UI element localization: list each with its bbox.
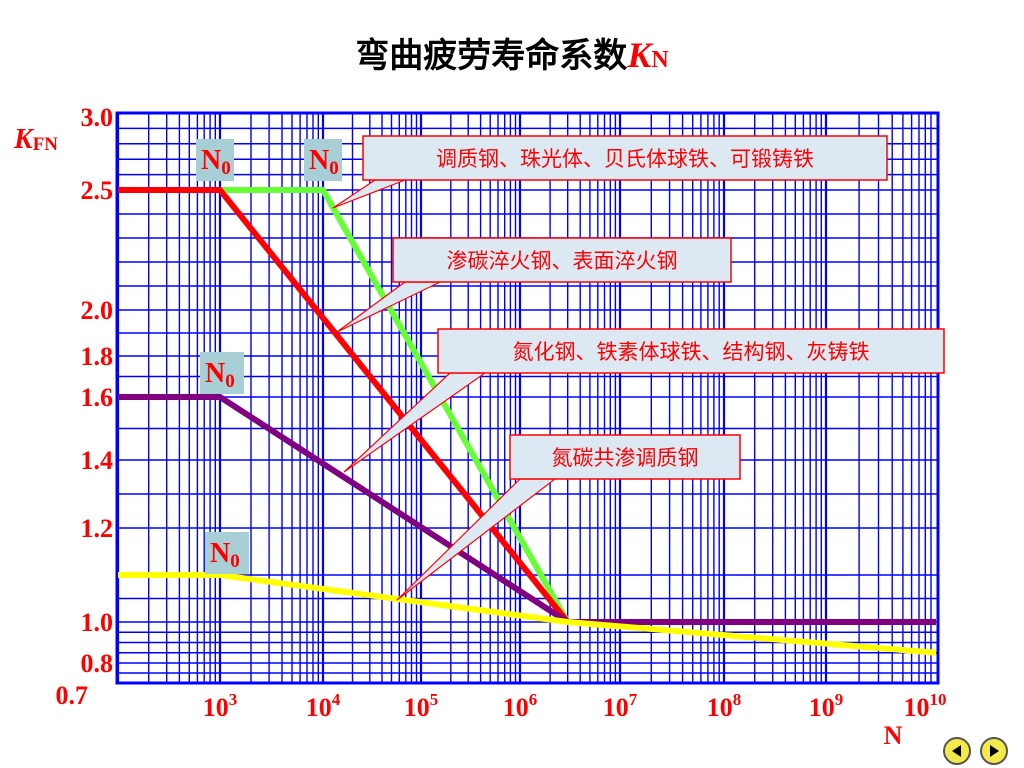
series-line-3 (118, 572, 937, 656)
x-tick-base: 10 (404, 693, 430, 722)
x-tick-base: 10 (707, 693, 733, 722)
y-tick-label: 2.0 (81, 296, 114, 325)
x-tick-exponent: 3 (229, 690, 238, 709)
annotation-callout: 氮碳共渗调质钢 (396, 434, 741, 601)
title-k-symbol: K (627, 35, 652, 75)
callout-box (509, 434, 741, 480)
n0-label-base: N (201, 145, 221, 176)
x-tick-exponent: 8 (733, 690, 742, 709)
plot-frame (115, 111, 940, 685)
n0-label-base: N (205, 358, 225, 389)
annotation-callout: 调质钢、珠光体、贝氏体球铁、可锻铸铁 (332, 135, 888, 209)
x-tick-exponent: 4 (332, 690, 341, 709)
n0-label-base: N (309, 145, 329, 176)
n0-label: N0 (205, 358, 235, 392)
x-tick-base: 10 (904, 693, 930, 722)
x-tick-label: 108 (707, 690, 742, 722)
n0-label-sub: 0 (329, 158, 339, 179)
previous-slide-button[interactable] (943, 737, 971, 765)
x-tick-base: 10 (503, 693, 529, 722)
n0-label-box (200, 352, 244, 394)
y-axis-label-k: K (13, 124, 35, 155)
chart-title: 弯曲疲劳寿命系数KN (0, 28, 1024, 77)
x-tick-base: 10 (203, 693, 229, 722)
y-tick-label: 1.6 (81, 383, 114, 412)
x-tick-label: 106 (503, 690, 538, 722)
x-tick-exponent: 9 (835, 690, 844, 709)
n0-label: N0 (210, 538, 240, 572)
callout-text: 调质钢、珠光体、贝氏体球铁、可锻铸铁 (436, 147, 814, 171)
n0-label: N0 (201, 145, 231, 179)
n0-label-sub: 0 (221, 158, 231, 179)
x-axis-label: N (884, 721, 903, 750)
n0-label-box (205, 532, 249, 574)
y-tick-label: 1.2 (81, 514, 114, 543)
triangle-right-icon (990, 745, 999, 757)
y-tick-label: 0.8 (81, 649, 114, 678)
x-tick-base: 10 (306, 693, 332, 722)
y-tick-label: 2.5 (81, 176, 114, 205)
next-slide-button[interactable] (980, 737, 1008, 765)
x-tick-label: 109 (809, 690, 844, 722)
y-tick-label: 1.0 (81, 608, 114, 637)
callout-text: 渗碳淬火钢、表面淬火钢 (447, 249, 678, 273)
n0-label: N0 (309, 145, 339, 179)
x-tick-base: 10 (809, 693, 835, 722)
triangle-left-icon (952, 745, 961, 757)
y-axis-label-sub: FN (33, 134, 59, 155)
x-tick-label: 107 (603, 690, 638, 722)
callout-box (437, 328, 945, 374)
series-line-2 (118, 394, 936, 625)
callout-pointer (332, 179, 406, 209)
title-k-subscript: N (651, 47, 669, 73)
annotation-callout: 渗碳淬火钢、表面淬火钢 (336, 237, 732, 333)
n0-label-box (196, 139, 234, 181)
title-text: 弯曲疲劳寿命系数 (355, 36, 628, 76)
callout-box (362, 135, 888, 181)
x-tick-exponent: 10 (930, 690, 947, 709)
n0-label-sub: 0 (225, 371, 235, 392)
callout-box (392, 237, 732, 283)
y-tick-label: 1.8 (81, 342, 114, 371)
x-tick-label: 105 (404, 690, 439, 722)
n0-label-sub: 0 (230, 551, 240, 572)
y-tick-label: 0.7 (56, 681, 89, 710)
y-tick-label: 3.0 (81, 103, 114, 132)
n0-label-base: N (210, 538, 230, 569)
x-tick-label: 104 (306, 690, 341, 722)
callout-pointer (343, 372, 487, 473)
x-tick-exponent: 5 (430, 690, 439, 709)
y-axis-label: KFN (13, 124, 58, 155)
callout-text: 氮碳共渗调质钢 (552, 446, 699, 470)
annotation-callout: 氮化钢、铁素体球铁、结构钢、灰铸铁 (343, 328, 945, 473)
x-tick-exponent: 7 (629, 690, 638, 709)
callout-text: 氮化钢、铁素体球铁、结构钢、灰铸铁 (513, 340, 870, 364)
y-tick-label: 1.4 (81, 446, 114, 475)
n0-label-box (304, 139, 342, 181)
x-tick-label: 103 (203, 690, 238, 722)
x-tick-base: 10 (603, 693, 629, 722)
x-tick-exponent: 6 (529, 690, 538, 709)
x-tick-label: 1010 (904, 690, 947, 722)
